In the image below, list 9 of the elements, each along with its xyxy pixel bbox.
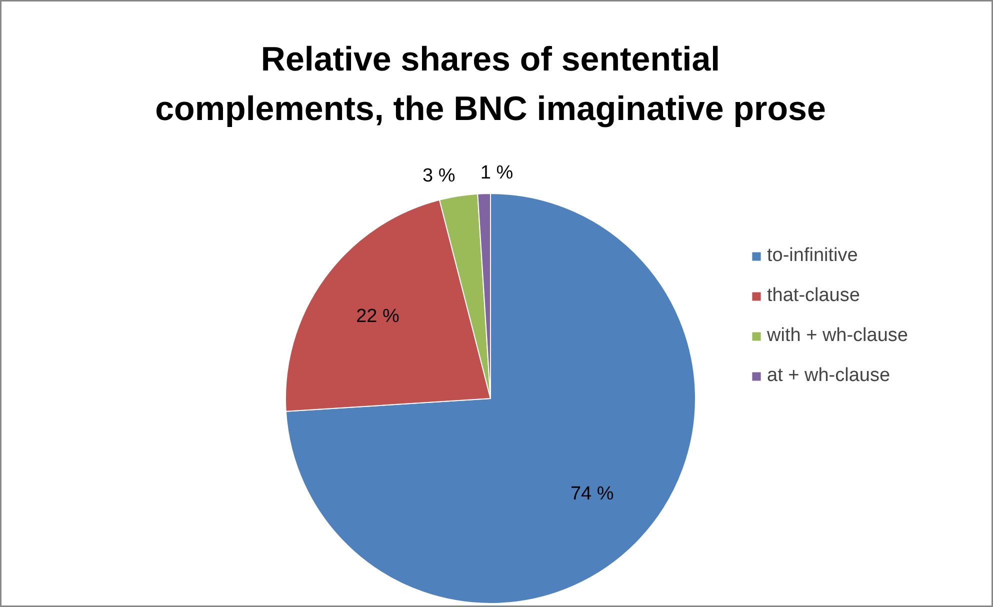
- chart-title: Relative shares of sentential complements, the BNC imaginative prose: [155, 40, 826, 128]
- legend-label: to-infinitive: [767, 245, 858, 267]
- legend-label: with + wh-clause: [767, 325, 908, 347]
- data-label: 74 %: [570, 483, 614, 504]
- legend-label: that-clause: [767, 285, 860, 307]
- data-label: 22 %: [356, 306, 400, 328]
- data-label: 1 %: [480, 162, 514, 184]
- legend-label: at + wh-clause: [767, 365, 890, 387]
- data-label: 3 %: [422, 165, 456, 186]
